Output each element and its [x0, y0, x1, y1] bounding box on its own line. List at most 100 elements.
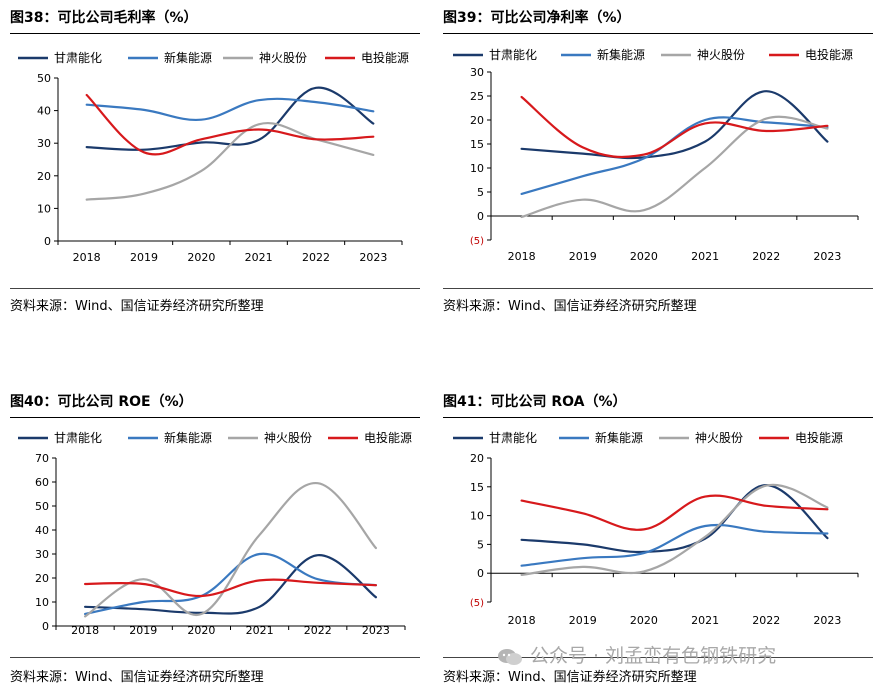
source-rule — [443, 288, 873, 289]
chart-title: 图41：可比公司 ROA（%） — [443, 394, 627, 410]
title-rule — [443, 417, 873, 418]
series-line — [84, 578, 377, 598]
series-line — [85, 97, 375, 122]
legend-label: 神火股份 — [697, 48, 745, 62]
watermark-text: 公众号 · 刘孟峦有色钢铁研究 — [530, 645, 777, 667]
y-tick-label: 20 — [470, 114, 484, 127]
series-line — [520, 483, 829, 554]
x-tick-label: 2019 — [129, 624, 157, 637]
chart-panel-roe: 图40：可比公司 ROE（%） 甘肃能化 新集能源 神火股份 电投能源 0 10 20 30 4… — [10, 384, 420, 690]
y-tick-label: (5) — [470, 598, 484, 609]
x-tick-label: 2019 — [130, 251, 158, 264]
x-tick-label: 2019 — [569, 614, 597, 627]
x-tick-label: 2023 — [813, 250, 841, 263]
source-rule — [10, 657, 420, 658]
y-tick-label: 0 — [42, 620, 49, 633]
chart-title: 图38：可比公司毛利率（%） — [10, 10, 198, 26]
series-line — [520, 483, 829, 576]
chart-svg: 甘肃能化 新集能源 神火股份 电投能源 0 10 20 30 40 50 2018 2019 2020 2… — [18, 50, 409, 264]
y-tick-label: 0 — [477, 567, 484, 580]
title-rule — [443, 33, 873, 34]
x-tick-label: 2018 — [73, 251, 101, 264]
x-tick-label: 2019 — [569, 250, 597, 263]
legend-label: 新集能源 — [164, 430, 212, 445]
chart-panel-gross-margin: 图38：可比公司毛利率（%） 甘肃能化 新集能源 神火股份 电投能源 0 10 20 30 40… — [10, 0, 420, 320]
chart-svg: 甘肃能化 新集能源 神火股份 电投能源 (5) 0 5 10 15 20 2018 2019 2020 2… — [453, 430, 859, 627]
legend-label: 神火股份 — [264, 431, 312, 445]
y-tick-label: 70 — [35, 452, 49, 465]
series-line — [520, 90, 829, 160]
x-tick-label: 2020 — [187, 624, 215, 637]
legend-label: 甘肃能化 — [489, 431, 537, 445]
x-tick-label: 2022 — [752, 614, 780, 627]
y-tick-label: 10 — [35, 596, 49, 609]
x-tick-label: 2020 — [630, 250, 658, 263]
y-tick-label: 0 — [477, 210, 484, 223]
series-line — [520, 115, 829, 219]
series-line — [520, 95, 829, 159]
y-tick-label: 15 — [470, 481, 484, 494]
x-tick-label: 2022 — [302, 251, 330, 264]
chart-title: 图39：可比公司净利率（%） — [443, 10, 631, 26]
y-tick-label: 20 — [35, 572, 49, 585]
y-tick-label: 0 — [44, 235, 51, 248]
y-tick-label: 30 — [470, 66, 484, 79]
y-tick-label: 50 — [37, 72, 51, 85]
series-line — [84, 554, 377, 615]
legend-label: 电投能源 — [805, 47, 853, 62]
x-tick-label: 2018 — [71, 624, 99, 637]
chart-source: 资料来源：Wind、国信证券经济研究所整理 — [443, 670, 697, 685]
y-tick-label: 20 — [470, 452, 484, 465]
source-rule — [10, 288, 420, 289]
x-tick-label: 2020 — [187, 251, 215, 264]
x-tick-label: 2021 — [691, 614, 719, 627]
y-tick-label: 50 — [35, 500, 49, 513]
chart-title: 图40：可比公司 ROE（%） — [10, 394, 193, 410]
y-tick-label: 5 — [477, 538, 484, 551]
y-tick-label: 30 — [35, 548, 49, 561]
title-rule — [10, 33, 420, 34]
y-tick-label: 15 — [470, 138, 484, 151]
legend-label: 甘肃能化 — [54, 51, 102, 65]
legend-label: 电投能源 — [795, 430, 843, 445]
series-line — [84, 552, 377, 616]
wechat-icon — [498, 648, 522, 665]
y-tick-label: 25 — [470, 90, 484, 103]
legend-label: 神火股份 — [259, 51, 307, 65]
source-rule — [443, 657, 873, 658]
y-tick-label: 10 — [37, 202, 51, 215]
chart-source: 资料来源：Wind、国信证券经济研究所整理 — [10, 670, 264, 685]
x-tick-label: 2021 — [245, 251, 273, 264]
series-line — [85, 122, 375, 201]
series-line — [84, 482, 377, 618]
x-tick-label: 2018 — [508, 614, 536, 627]
legend-label: 甘肃能化 — [54, 431, 102, 445]
x-tick-label: 2020 — [630, 614, 658, 627]
x-tick-label: 2023 — [359, 251, 387, 264]
x-tick-label: 2023 — [362, 624, 390, 637]
y-tick-label: (5) — [470, 236, 484, 247]
chart-panel-roa: 图41：可比公司 ROA（%） 甘肃能化 新集能源 神火股份 电投能源 (5) 0 5 10 1… — [443, 384, 873, 690]
series-line — [85, 93, 375, 156]
chart-source: 资料来源：Wind、国信证券经济研究所整理 — [10, 299, 264, 314]
y-tick-label: 40 — [35, 524, 49, 537]
y-tick-label: 40 — [37, 105, 51, 118]
y-tick-label: 10 — [470, 162, 484, 175]
y-tick-label: 30 — [37, 137, 51, 150]
series-line — [85, 86, 375, 151]
watermark: 公众号 · 刘孟峦有色钢铁研究 — [496, 641, 776, 668]
y-tick-label: 10 — [470, 510, 484, 523]
legend-label: 新集能源 — [595, 430, 643, 445]
chart-svg: 甘肃能化 新集能源 神火股份 电投能源 (5) 0 5 10 15 20 25 30 2018 2019 2… — [453, 47, 859, 263]
x-tick-label: 2021 — [691, 250, 719, 263]
x-tick-label: 2018 — [508, 250, 536, 263]
x-tick-label: 2022 — [752, 250, 780, 263]
legend-label: 甘肃能化 — [489, 48, 537, 62]
x-tick-label: 2022 — [304, 624, 332, 637]
series-line — [520, 116, 829, 195]
y-tick-label: 60 — [35, 476, 49, 489]
y-tick-label: 20 — [37, 170, 51, 183]
x-tick-label: 2021 — [246, 624, 274, 637]
legend-label: 新集能源 — [597, 47, 645, 62]
series-line — [520, 494, 829, 531]
